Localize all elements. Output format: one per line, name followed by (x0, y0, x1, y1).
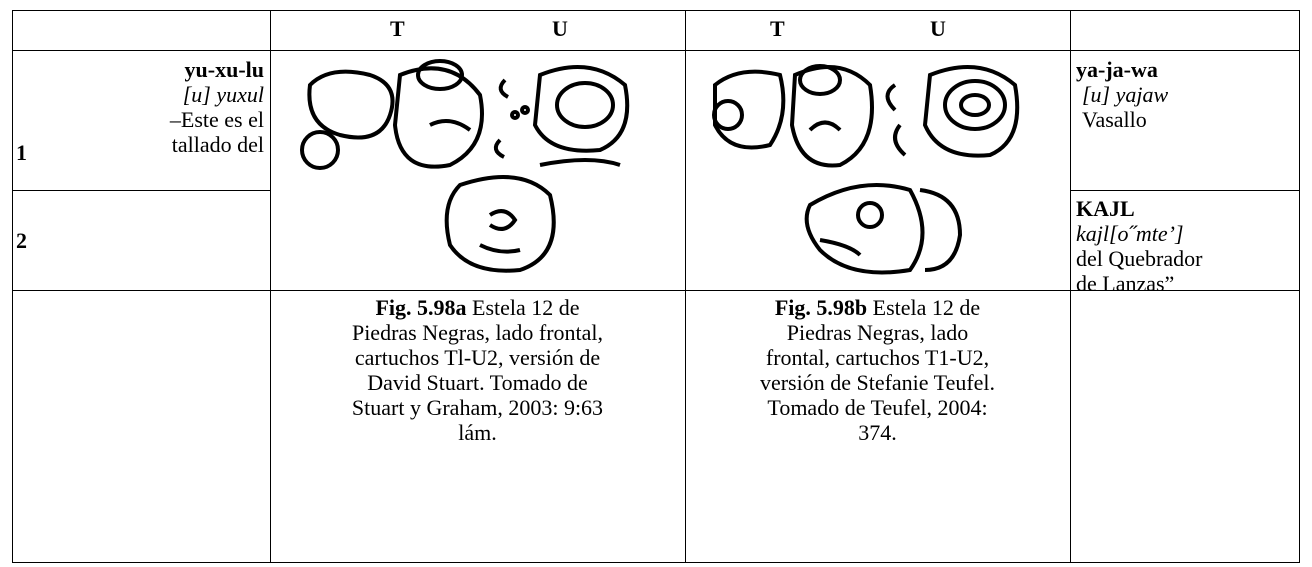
text: lám. (458, 420, 497, 445)
text: Piedras Negras, lado (786, 320, 969, 345)
glyph-drawing-a (300, 59, 630, 273)
text: kajl[o˝mte’] (1076, 221, 1184, 246)
text: KAJL (1076, 196, 1135, 221)
text: cartuchos Tl-U2, versión de (354, 345, 601, 370)
rule (1299, 10, 1300, 563)
rule (12, 10, 1300, 11)
row-number: 2 (16, 228, 27, 253)
text: Estela 12 de (872, 295, 981, 320)
transliteration: KAJL kajl[o˝mte’] del Quebrador de Lanza… (1076, 196, 1202, 296)
text: [u] yajaw (1082, 82, 1169, 107)
rule (12, 290, 1300, 291)
transliteration: yu-xu-lu [u] yuxul –Este es el tallado d… (170, 57, 264, 157)
glyph-drawing-b (712, 64, 1020, 275)
header-label: T (770, 16, 785, 41)
text: Piedras Negras, lado frontal, (351, 320, 604, 345)
caption: Fig. 5.98a Estela 12 de Piedras Negras, … (270, 295, 685, 445)
text: tallado del (171, 132, 264, 157)
rule (1070, 10, 1071, 563)
text: Tomado de Teufel, 2004: (767, 395, 988, 420)
caption-label: Fig. 5.98a (375, 295, 467, 320)
text: –Este es el (169, 107, 264, 132)
header-label: U (930, 16, 946, 41)
text: Vasallo (1082, 107, 1147, 132)
text: David Stuart. Tomado de (367, 370, 588, 395)
text: Estela 12 de (472, 295, 580, 320)
text: yu-xu-lu (184, 57, 264, 82)
header-label: U (552, 16, 568, 41)
text: del Quebrador (1076, 246, 1203, 271)
rule (12, 190, 270, 191)
text: 374. (858, 420, 897, 445)
text: versión de Stefanie Teufel. (759, 370, 996, 395)
header-label: T (390, 16, 405, 41)
text: de Lanzas” (1076, 271, 1175, 296)
rule (1070, 190, 1300, 191)
rule (685, 10, 686, 563)
rule (12, 562, 1300, 563)
row-number: 1 (16, 140, 27, 165)
text: frontal, cartuchos T1-U2, (765, 345, 990, 370)
rule (12, 10, 13, 563)
transliteration: ya-ja-wa [u] yajaw Vasallo (1076, 57, 1168, 132)
text: [u] yuxul (182, 82, 264, 107)
rule (270, 10, 271, 563)
text: Stuart y Graham, 2003: 9:63 (351, 395, 604, 420)
text: ya-ja-wa (1076, 57, 1158, 82)
rule (12, 50, 1300, 51)
caption-label: Fig. 5.98b (774, 295, 868, 320)
caption: Fig. 5.98b Estela 12 de Piedras Negras, … (685, 295, 1070, 445)
